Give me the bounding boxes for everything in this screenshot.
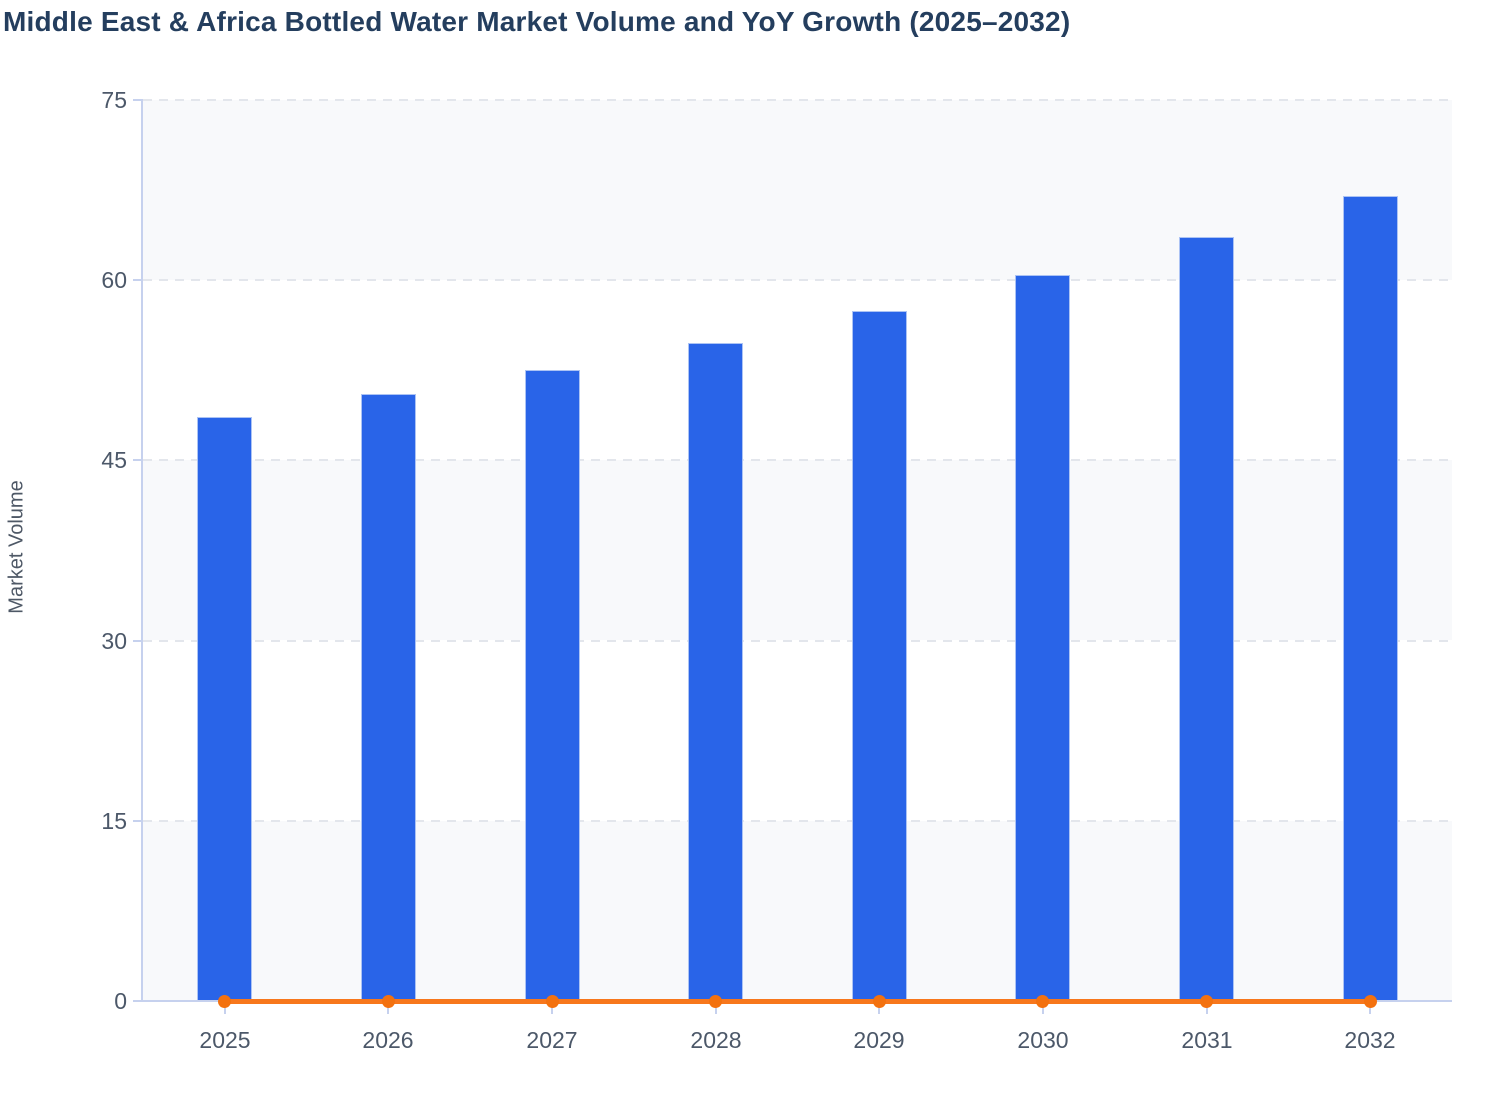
y-tick-label-30: 30 <box>101 628 127 654</box>
bar-2027[interactable] <box>525 370 580 1001</box>
x-tick-label-2025: 2025 <box>199 1027 251 1053</box>
yoy-marker-2031[interactable] <box>1200 995 1213 1008</box>
gridline-45 <box>143 459 1452 461</box>
y-tick-15 <box>133 820 143 822</box>
yoy-marker-2026[interactable] <box>382 995 395 1008</box>
x-tick-label-2032: 2032 <box>1344 1027 1396 1053</box>
x-tick-label-2028: 2028 <box>690 1027 742 1053</box>
y-tick-0 <box>133 1000 143 1002</box>
y-tick-60 <box>133 279 143 281</box>
y-tick-45 <box>133 459 143 461</box>
bar-2029[interactable] <box>852 311 907 1001</box>
bar-2026[interactable] <box>361 394 416 1001</box>
yoy-marker-2027[interactable] <box>546 995 559 1008</box>
bar-2032[interactable] <box>1343 196 1398 1001</box>
y-tick-label-60: 60 <box>101 267 127 293</box>
y-tick-30 <box>133 640 143 642</box>
yoy-marker-2030[interactable] <box>1036 995 1049 1008</box>
band-30-45 <box>143 460 1452 640</box>
yoy-marker-2025[interactable] <box>218 995 231 1008</box>
bar-2031[interactable] <box>1179 237 1234 1001</box>
y-axis-title: Market Volume <box>5 480 28 614</box>
gridline-75 <box>143 99 1452 101</box>
bar-2030[interactable] <box>1015 275 1070 1001</box>
yoy-marker-2032[interactable] <box>1364 995 1377 1008</box>
y-tick-label-15: 15 <box>101 808 127 834</box>
y-tick-label-45: 45 <box>101 447 127 473</box>
gridline-30 <box>143 640 1452 642</box>
yoy-marker-2029[interactable] <box>873 995 886 1008</box>
y-axis-line <box>141 100 143 1001</box>
gridline-15 <box>143 820 1452 822</box>
y-tick-label-0: 0 <box>114 988 127 1014</box>
x-tick-label-2030: 2030 <box>1017 1027 1069 1053</box>
gridline-60 <box>143 279 1452 281</box>
bar-2025[interactable] <box>197 417 252 1001</box>
band-60-75 <box>143 100 1452 280</box>
bar-2028[interactable] <box>688 343 743 1001</box>
x-tick-label-2029: 2029 <box>853 1027 905 1053</box>
yoy-growth-line[interactable] <box>225 999 1370 1004</box>
chart-title: Middle East & Africa Bottled Water Marke… <box>3 6 1071 37</box>
yoy-marker-2028[interactable] <box>709 995 722 1008</box>
x-tick-label-2026: 2026 <box>362 1027 414 1053</box>
x-tick-label-2027: 2027 <box>526 1027 578 1053</box>
y-tick-75 <box>133 99 143 101</box>
y-tick-label-75: 75 <box>101 87 127 113</box>
band-0-15 <box>143 821 1452 1001</box>
x-tick-label-2031: 2031 <box>1181 1027 1233 1053</box>
